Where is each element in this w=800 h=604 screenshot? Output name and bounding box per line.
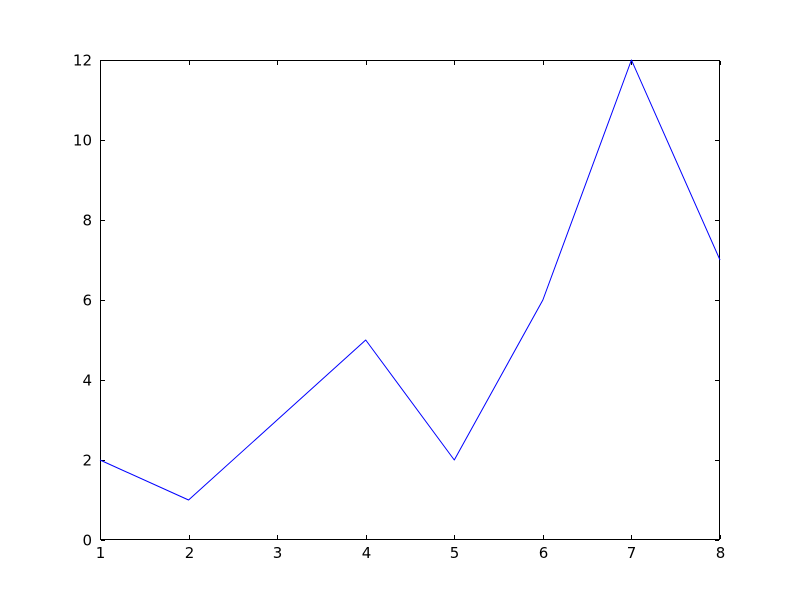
x-tick-label: 4 <box>362 544 372 562</box>
x-tick-label: 2 <box>185 544 195 562</box>
x-tick-label: 1 <box>96 544 106 562</box>
x-tick-label: 7 <box>627 544 637 562</box>
y-tick-label: 10 <box>73 132 92 150</box>
x-tick-label: 8 <box>716 544 726 562</box>
y-tick-label: 8 <box>82 212 92 230</box>
y-tick-label: 2 <box>82 452 92 470</box>
y-tick-label: 4 <box>82 372 92 390</box>
y-tick-label: 12 <box>73 52 92 70</box>
x-tick-label: 5 <box>450 544 460 562</box>
y-tick-label: 0 <box>82 532 92 550</box>
y-tick-label: 6 <box>82 292 92 310</box>
data-line <box>99 59 721 501</box>
axes-box <box>100 60 720 540</box>
x-tick-label: 6 <box>539 544 549 562</box>
x-tick-label: 3 <box>273 544 283 562</box>
